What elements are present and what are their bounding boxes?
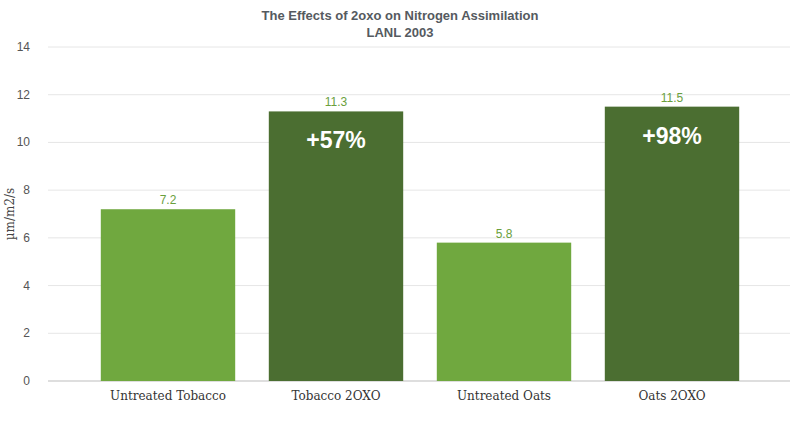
labels: 7.2 11.3 5.8 11.5 +57% +98% [160, 91, 702, 241]
bar [101, 209, 235, 381]
data-label: 11.5 [661, 91, 684, 105]
bar [437, 243, 571, 381]
y-axis-label: µm/m2/s [3, 188, 17, 240]
chart-svg: The Effects of 2oxo on Nitrogen Assimila… [0, 0, 800, 429]
y-tick-label: 0 [23, 374, 30, 388]
grid-line [48, 47, 790, 48]
bar [269, 111, 403, 381]
bar [605, 107, 739, 381]
x-tick-label: Untreated Oats [457, 389, 551, 403]
chart-container: The Effects of 2oxo on Nitrogen Assimila… [0, 0, 800, 429]
data-label: 11.3 [325, 95, 348, 109]
title: The Effects of 2oxo on Nitrogen Assimila… [262, 8, 539, 23]
y-tick-label: 4 [23, 279, 30, 293]
x-tick-label: Oats 2OXO [638, 389, 705, 403]
x-tick-label: Tobacco 2OXO [291, 389, 380, 403]
y-tick-label: 12 [17, 88, 31, 102]
y-axis: 0 2 4 6 8 10 12 14 [17, 40, 790, 388]
data-label: 7.2 [160, 193, 177, 207]
data-label: 5.8 [496, 227, 513, 241]
annotation: +98% [642, 123, 701, 149]
annotation: +57% [306, 127, 365, 153]
bars [101, 107, 739, 381]
y-tick-label: 14 [17, 40, 31, 54]
subtitle: LANL 2003 [367, 25, 434, 40]
y-tick-label: 2 [23, 326, 30, 340]
y-tick-label: 10 [17, 135, 31, 149]
y-tick-label: 8 [23, 183, 30, 197]
y-tick-label: 6 [23, 231, 30, 245]
x-tick-label: Untreated Tobacco [110, 389, 226, 403]
